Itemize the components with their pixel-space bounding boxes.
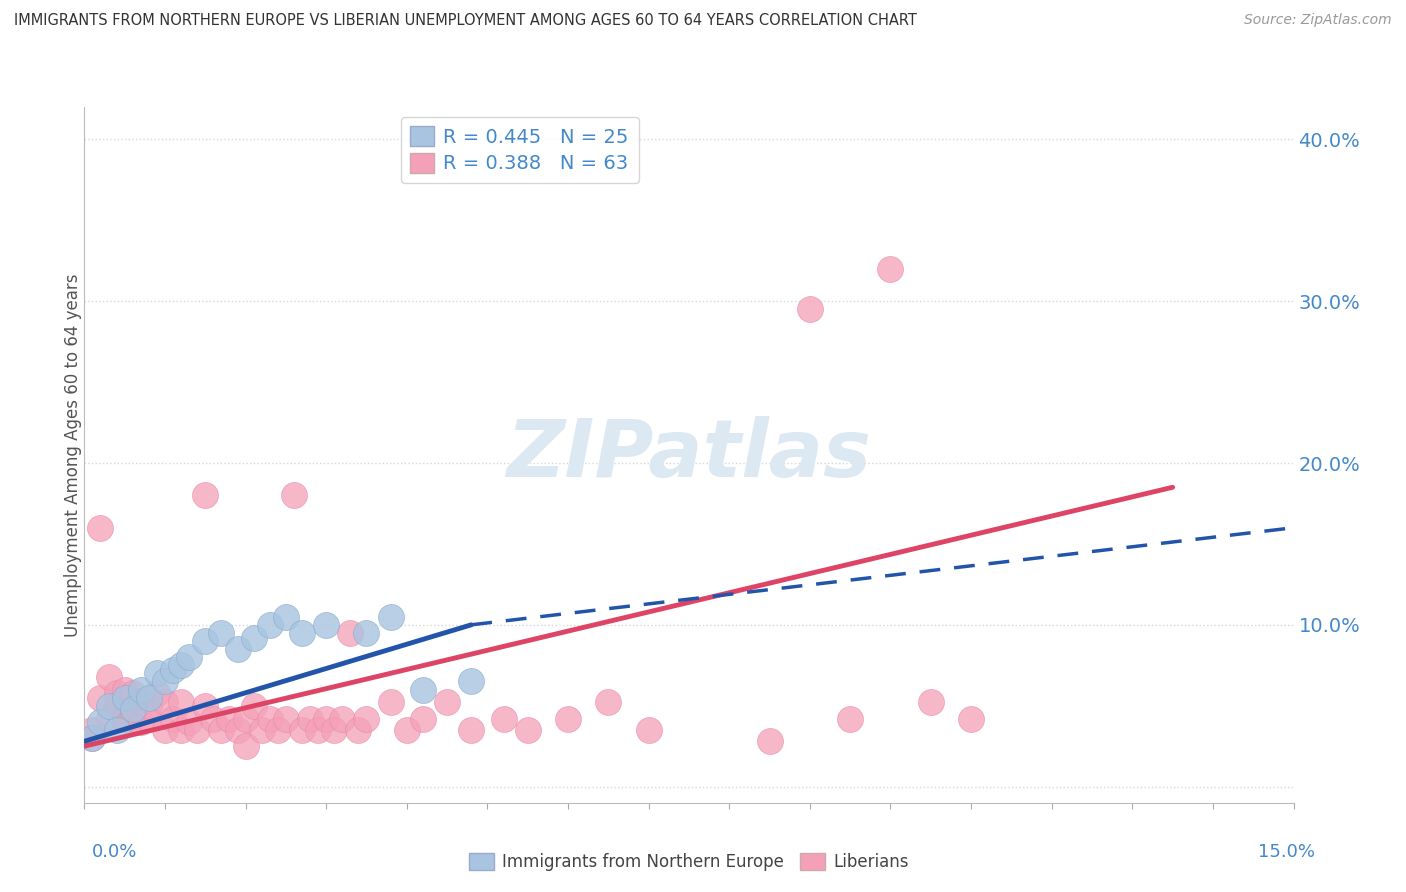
Point [235, 739, 257, 754]
Point [170, 723, 193, 737]
Point [492, 712, 515, 726]
Point [259, 712, 281, 726]
Point [194, 488, 217, 502]
Point [162, 712, 184, 726]
Point [179, 650, 201, 665]
Text: Source: ZipAtlas.com: Source: ZipAtlas.com [1244, 13, 1392, 28]
Point [89, 521, 111, 535]
Point [209, 626, 232, 640]
Point [274, 712, 297, 726]
Point [89, 690, 111, 705]
Text: 0.0%: 0.0% [91, 843, 136, 861]
Point [412, 682, 434, 697]
Point [380, 609, 402, 624]
Point [242, 698, 264, 713]
Point [105, 723, 128, 737]
Point [82, 723, 104, 737]
Point [138, 690, 160, 705]
Point [186, 723, 208, 737]
Point [920, 696, 942, 710]
Point [960, 712, 983, 726]
Point [460, 674, 482, 689]
Point [218, 712, 240, 726]
Point [105, 686, 128, 700]
Point [436, 696, 458, 710]
Point [179, 714, 201, 729]
Point [839, 712, 862, 726]
Point [395, 723, 418, 737]
Legend: Immigrants from Northern Europe, Liberians: Immigrants from Northern Europe, Liberia… [463, 847, 915, 878]
Point [105, 698, 128, 713]
Point [356, 626, 378, 640]
Point [315, 617, 337, 632]
Point [637, 723, 659, 737]
Point [153, 723, 176, 737]
Point [226, 642, 249, 657]
Text: IMMIGRANTS FROM NORTHERN EUROPE VS LIBERIAN UNEMPLOYMENT AMONG AGES 60 TO 64 YEA: IMMIGRANTS FROM NORTHERN EUROPE VS LIBER… [14, 13, 917, 29]
Point [330, 712, 353, 726]
Point [121, 712, 143, 726]
Point [146, 686, 169, 700]
Point [307, 723, 329, 737]
Point [235, 712, 257, 726]
Point [339, 626, 361, 640]
Point [153, 674, 176, 689]
Point [97, 712, 120, 726]
Point [114, 690, 136, 705]
Point [170, 658, 193, 673]
Point [153, 696, 176, 710]
Point [557, 712, 579, 726]
Point [299, 712, 322, 726]
Point [129, 696, 152, 710]
Text: 15.0%: 15.0% [1257, 843, 1315, 861]
Point [758, 734, 780, 748]
Point [283, 488, 305, 502]
Point [347, 723, 370, 737]
Point [194, 634, 217, 648]
Point [274, 609, 297, 624]
Point [202, 712, 225, 726]
Point [598, 696, 620, 710]
Point [170, 696, 193, 710]
Point [323, 723, 346, 737]
Point [138, 712, 160, 726]
Point [121, 702, 143, 716]
Point [129, 682, 152, 697]
Point [291, 723, 314, 737]
Point [209, 723, 232, 737]
Point [250, 723, 273, 737]
Y-axis label: Unemployment Among Ages 60 to 64 years: Unemployment Among Ages 60 to 64 years [65, 273, 82, 637]
Point [226, 723, 249, 737]
Point [89, 714, 111, 729]
Point [412, 712, 434, 726]
Point [82, 731, 104, 745]
Text: ZIPatlas: ZIPatlas [506, 416, 872, 494]
Point [129, 714, 152, 729]
Point [146, 666, 169, 681]
Point [516, 723, 538, 737]
Point [82, 731, 104, 745]
Point [291, 626, 314, 640]
Point [380, 696, 402, 710]
Point [259, 617, 281, 632]
Point [315, 712, 337, 726]
Point [194, 698, 217, 713]
Point [114, 712, 136, 726]
Point [267, 723, 290, 737]
Point [138, 698, 160, 713]
Point [356, 712, 378, 726]
Point [799, 302, 821, 317]
Point [242, 631, 264, 645]
Point [114, 682, 136, 697]
Point [97, 670, 120, 684]
Point [162, 663, 184, 677]
Point [460, 723, 482, 737]
Point [97, 698, 120, 713]
Point [879, 261, 901, 276]
Point [121, 686, 143, 700]
